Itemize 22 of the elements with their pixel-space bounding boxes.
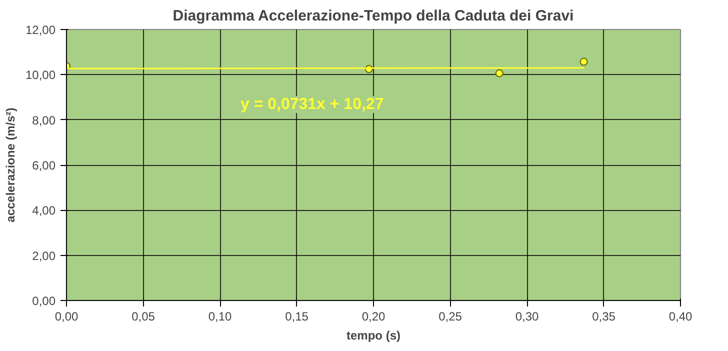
point [495, 69, 504, 78]
chart-title: Diagramma Accelerazione-Tempo della Caduta dei Gravi [172, 8, 574, 24]
x-tick-label: 0,10 [208, 310, 232, 324]
y-tick-label: 2,00 [32, 248, 56, 263]
x-tick-label: 0,05 [132, 310, 156, 324]
x-tick-label: 0,25 [438, 310, 462, 324]
x-tick-label: 0,20 [362, 310, 386, 324]
y-tick-label: 6,00 [32, 158, 56, 172]
y-tick-label: 10,00 [25, 68, 56, 82]
y-tick-label: 12,00 [25, 23, 56, 37]
x-tick-label: 0,15 [285, 310, 309, 324]
annotation: y = 0,0731x + 10,27 [240, 96, 384, 114]
y-tick-label: 4,00 [32, 204, 56, 218]
x-tick-label: 0,40 [668, 310, 693, 324]
x-tick-label: 0,35 [592, 310, 616, 324]
x-tick-label: 0,00 [54, 310, 79, 324]
y-axis-title: accelerazione (m/s²) [3, 108, 18, 222]
point [580, 58, 588, 66]
x-axis-title: tempo (s) [346, 328, 401, 342]
y-tick-label: 0,00 [32, 294, 56, 308]
x-tick-label: 0,30 [515, 310, 540, 324]
y-tick-label: 8,00 [32, 113, 56, 128]
